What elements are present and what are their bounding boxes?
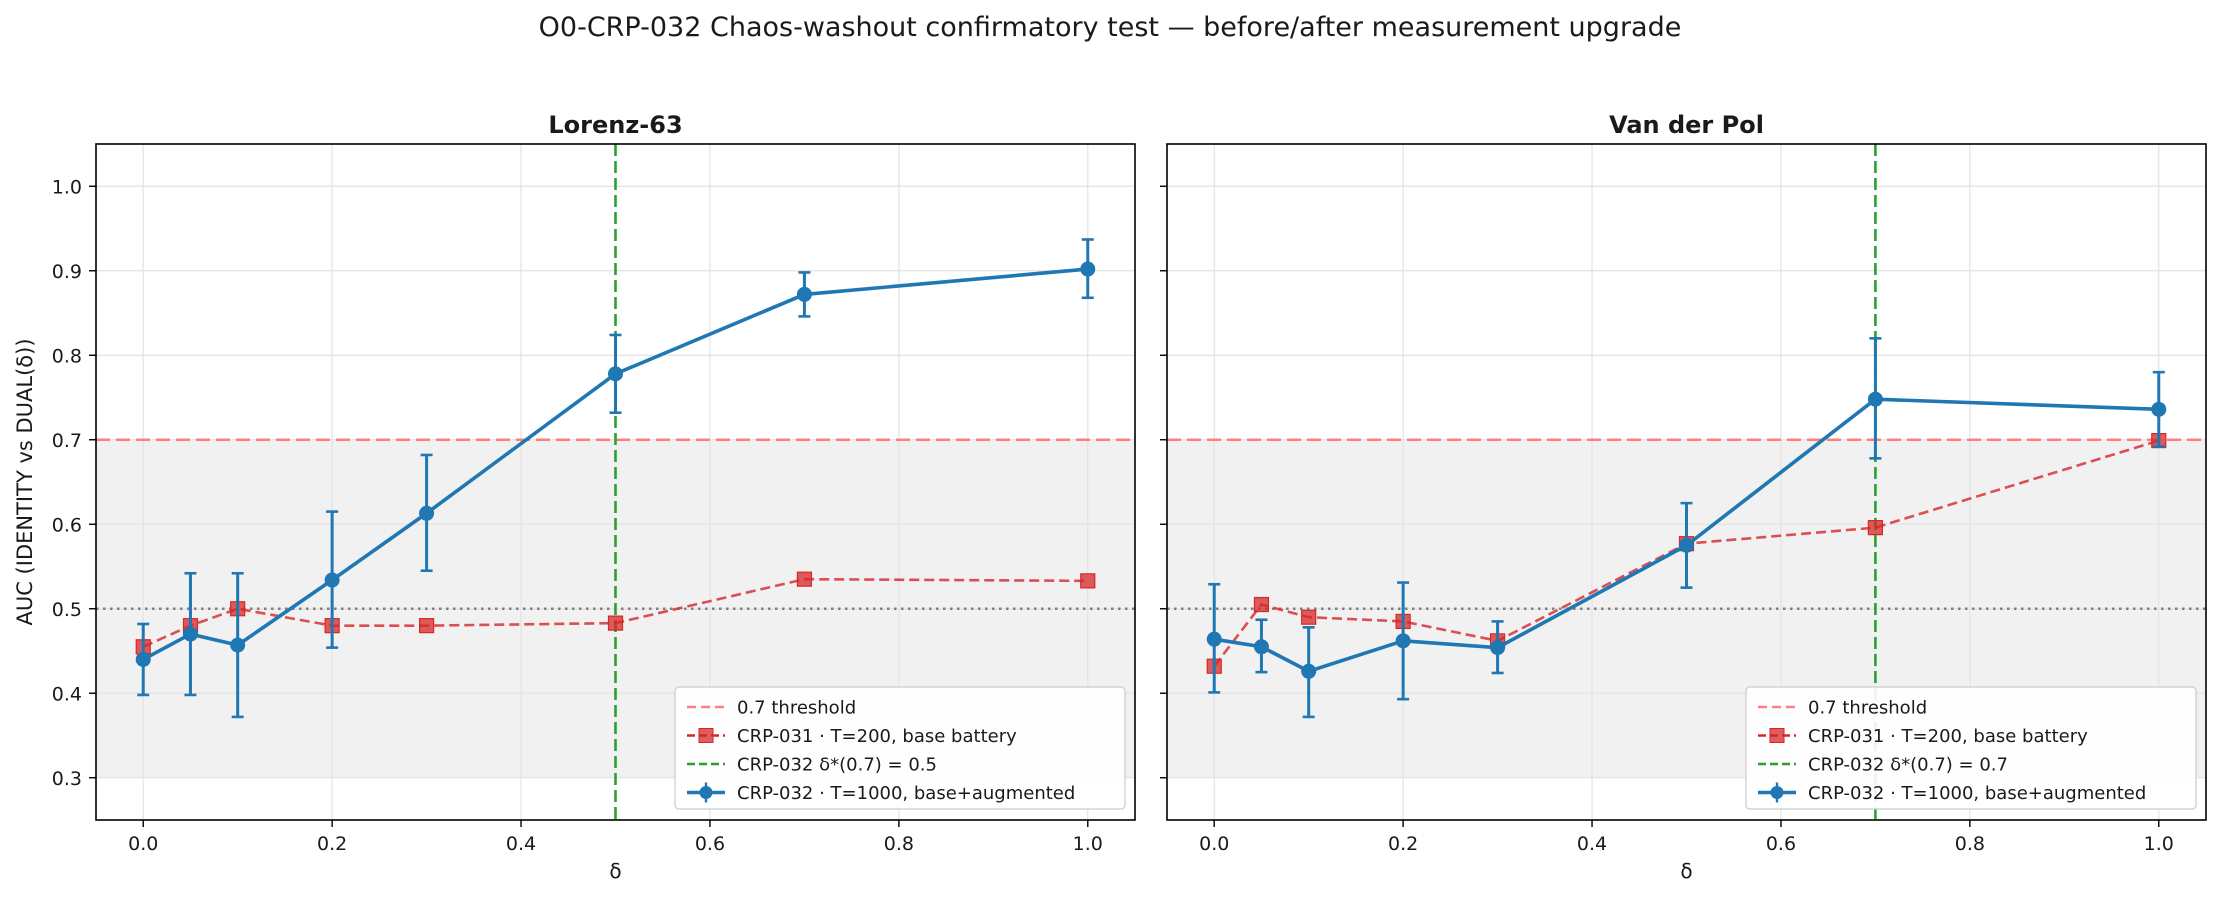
x-tick-label: 1.0 [2144, 833, 2174, 855]
x-tick-label: 0.2 [317, 833, 347, 855]
legend-label: CRP-032 δ*(0.7) = 0.7 [1808, 755, 2008, 776]
x-tick-label: 0.0 [1199, 833, 1229, 855]
legend-marker-crp031 [1769, 728, 1785, 743]
x-tick-label: 0.8 [1955, 833, 1985, 855]
panel-title: Lorenz-63 [548, 111, 682, 139]
marker-crp032 [2151, 401, 2167, 417]
legend-box [1745, 686, 2197, 810]
marker-crp031 [796, 571, 813, 587]
y-tick-label: 0.3 [52, 768, 82, 790]
legend-label: CRP-032 · T=1000, base+augmented [1808, 783, 2146, 804]
legend-label: 0.7 threshold [1808, 698, 1927, 719]
legend-label: 0.7 threshold [737, 698, 856, 719]
marker-crp031 [418, 618, 435, 634]
y-axis-label: AUC (IDENTITY vs DUAL(δ)) [13, 338, 37, 625]
x-axis-label: δ [609, 859, 621, 883]
marker-crp032 [1490, 640, 1506, 656]
marker-crp032 [230, 637, 246, 653]
legend-box [674, 686, 1126, 810]
marker-crp032 [1395, 633, 1411, 649]
legend-marker-crp031 [698, 728, 714, 743]
y-tick-label: 0.5 [52, 599, 82, 621]
y-tick-label: 0.6 [52, 514, 82, 536]
panel-title: Van der Pol [1609, 111, 1764, 139]
marker-crp032 [324, 572, 340, 588]
marker-crp032 [1080, 261, 1096, 277]
legend: 0.7 threshold CRP-031 · T=200, base batte… [674, 686, 1126, 810]
x-tick-label: 0.4 [506, 833, 536, 855]
axes-frame [1166, 143, 2207, 821]
y-tick-label: 0.8 [52, 345, 82, 367]
legend: 0.7 threshold CRP-031 · T=200, base batte… [1745, 686, 2197, 810]
marker-crp032 [1867, 391, 1883, 407]
x-tick-label: 0.6 [695, 833, 725, 855]
y-tick-label: 0.7 [52, 430, 82, 452]
marker-crp031 [1080, 573, 1096, 589]
marker-crp032 [1253, 639, 1269, 655]
series-line-crp032 [142, 267, 1088, 662]
marker-crp031 [1867, 520, 1884, 536]
marker-crp031 [607, 615, 624, 631]
marker-crp032 [135, 651, 151, 667]
x-tick-label: 0.8 [884, 833, 914, 855]
chart-panel-1: 0.0 0.2 0.4 0.6 0.8 1.0 0.3 0.4 0.5 0.6 0.7 0.8 0.9 1… [52, 111, 1136, 883]
marker-crp032 [1301, 663, 1317, 679]
marker-crp031 [1253, 596, 1270, 613]
y-tick-label: 0.4 [52, 683, 82, 705]
marker-crp032 [1206, 631, 1222, 647]
marker-crp031 [1301, 609, 1317, 625]
y-tick-label: 1.0 [52, 176, 82, 198]
x-tick-label: 0.4 [1577, 833, 1607, 855]
legend-label: CRP-031 · T=200, base battery [737, 726, 1017, 747]
marker-crp032 [1679, 537, 1694, 553]
x-tick-label: 0.6 [1766, 833, 1796, 855]
marker-crp032 [419, 505, 435, 521]
marker-crp032 [182, 626, 198, 642]
series-line-crp031 [142, 577, 1088, 648]
chart-panel-2: 0.0 0.2 0.4 0.6 0.8 1.0 Van der Pol δ 0.7 thresh… [1160, 111, 2207, 883]
axes-frame [95, 143, 1136, 821]
legend-label: CRP-032 · T=1000, base+augmented [737, 783, 1075, 804]
marker-crp032 [796, 286, 812, 302]
x-axis-label: δ [1680, 859, 1692, 883]
figure-title: O0-CRP-032 Chaos-washout confirmatory te… [539, 12, 1682, 43]
panels: 0.0 0.2 0.4 0.6 0.8 1.0 0.3 0.4 0.5 0.6 0.7 0.8 0.9 1… [52, 111, 2207, 883]
legend-label: CRP-032 δ*(0.7) = 0.5 [737, 755, 937, 776]
x-tick-label: 1.0 [1073, 833, 1103, 855]
legend-label: CRP-031 · T=200, base battery [1808, 726, 2088, 747]
x-tick-label: 0.0 [128, 833, 158, 855]
legend-marker-crp032 [1770, 786, 1784, 799]
marker-crp032 [608, 366, 623, 382]
x-tick-label: 0.2 [1388, 833, 1418, 855]
legend-marker-crp032 [699, 786, 713, 799]
y-tick-label: 0.9 [52, 261, 82, 283]
series-line-crp032 [1213, 397, 2159, 674]
